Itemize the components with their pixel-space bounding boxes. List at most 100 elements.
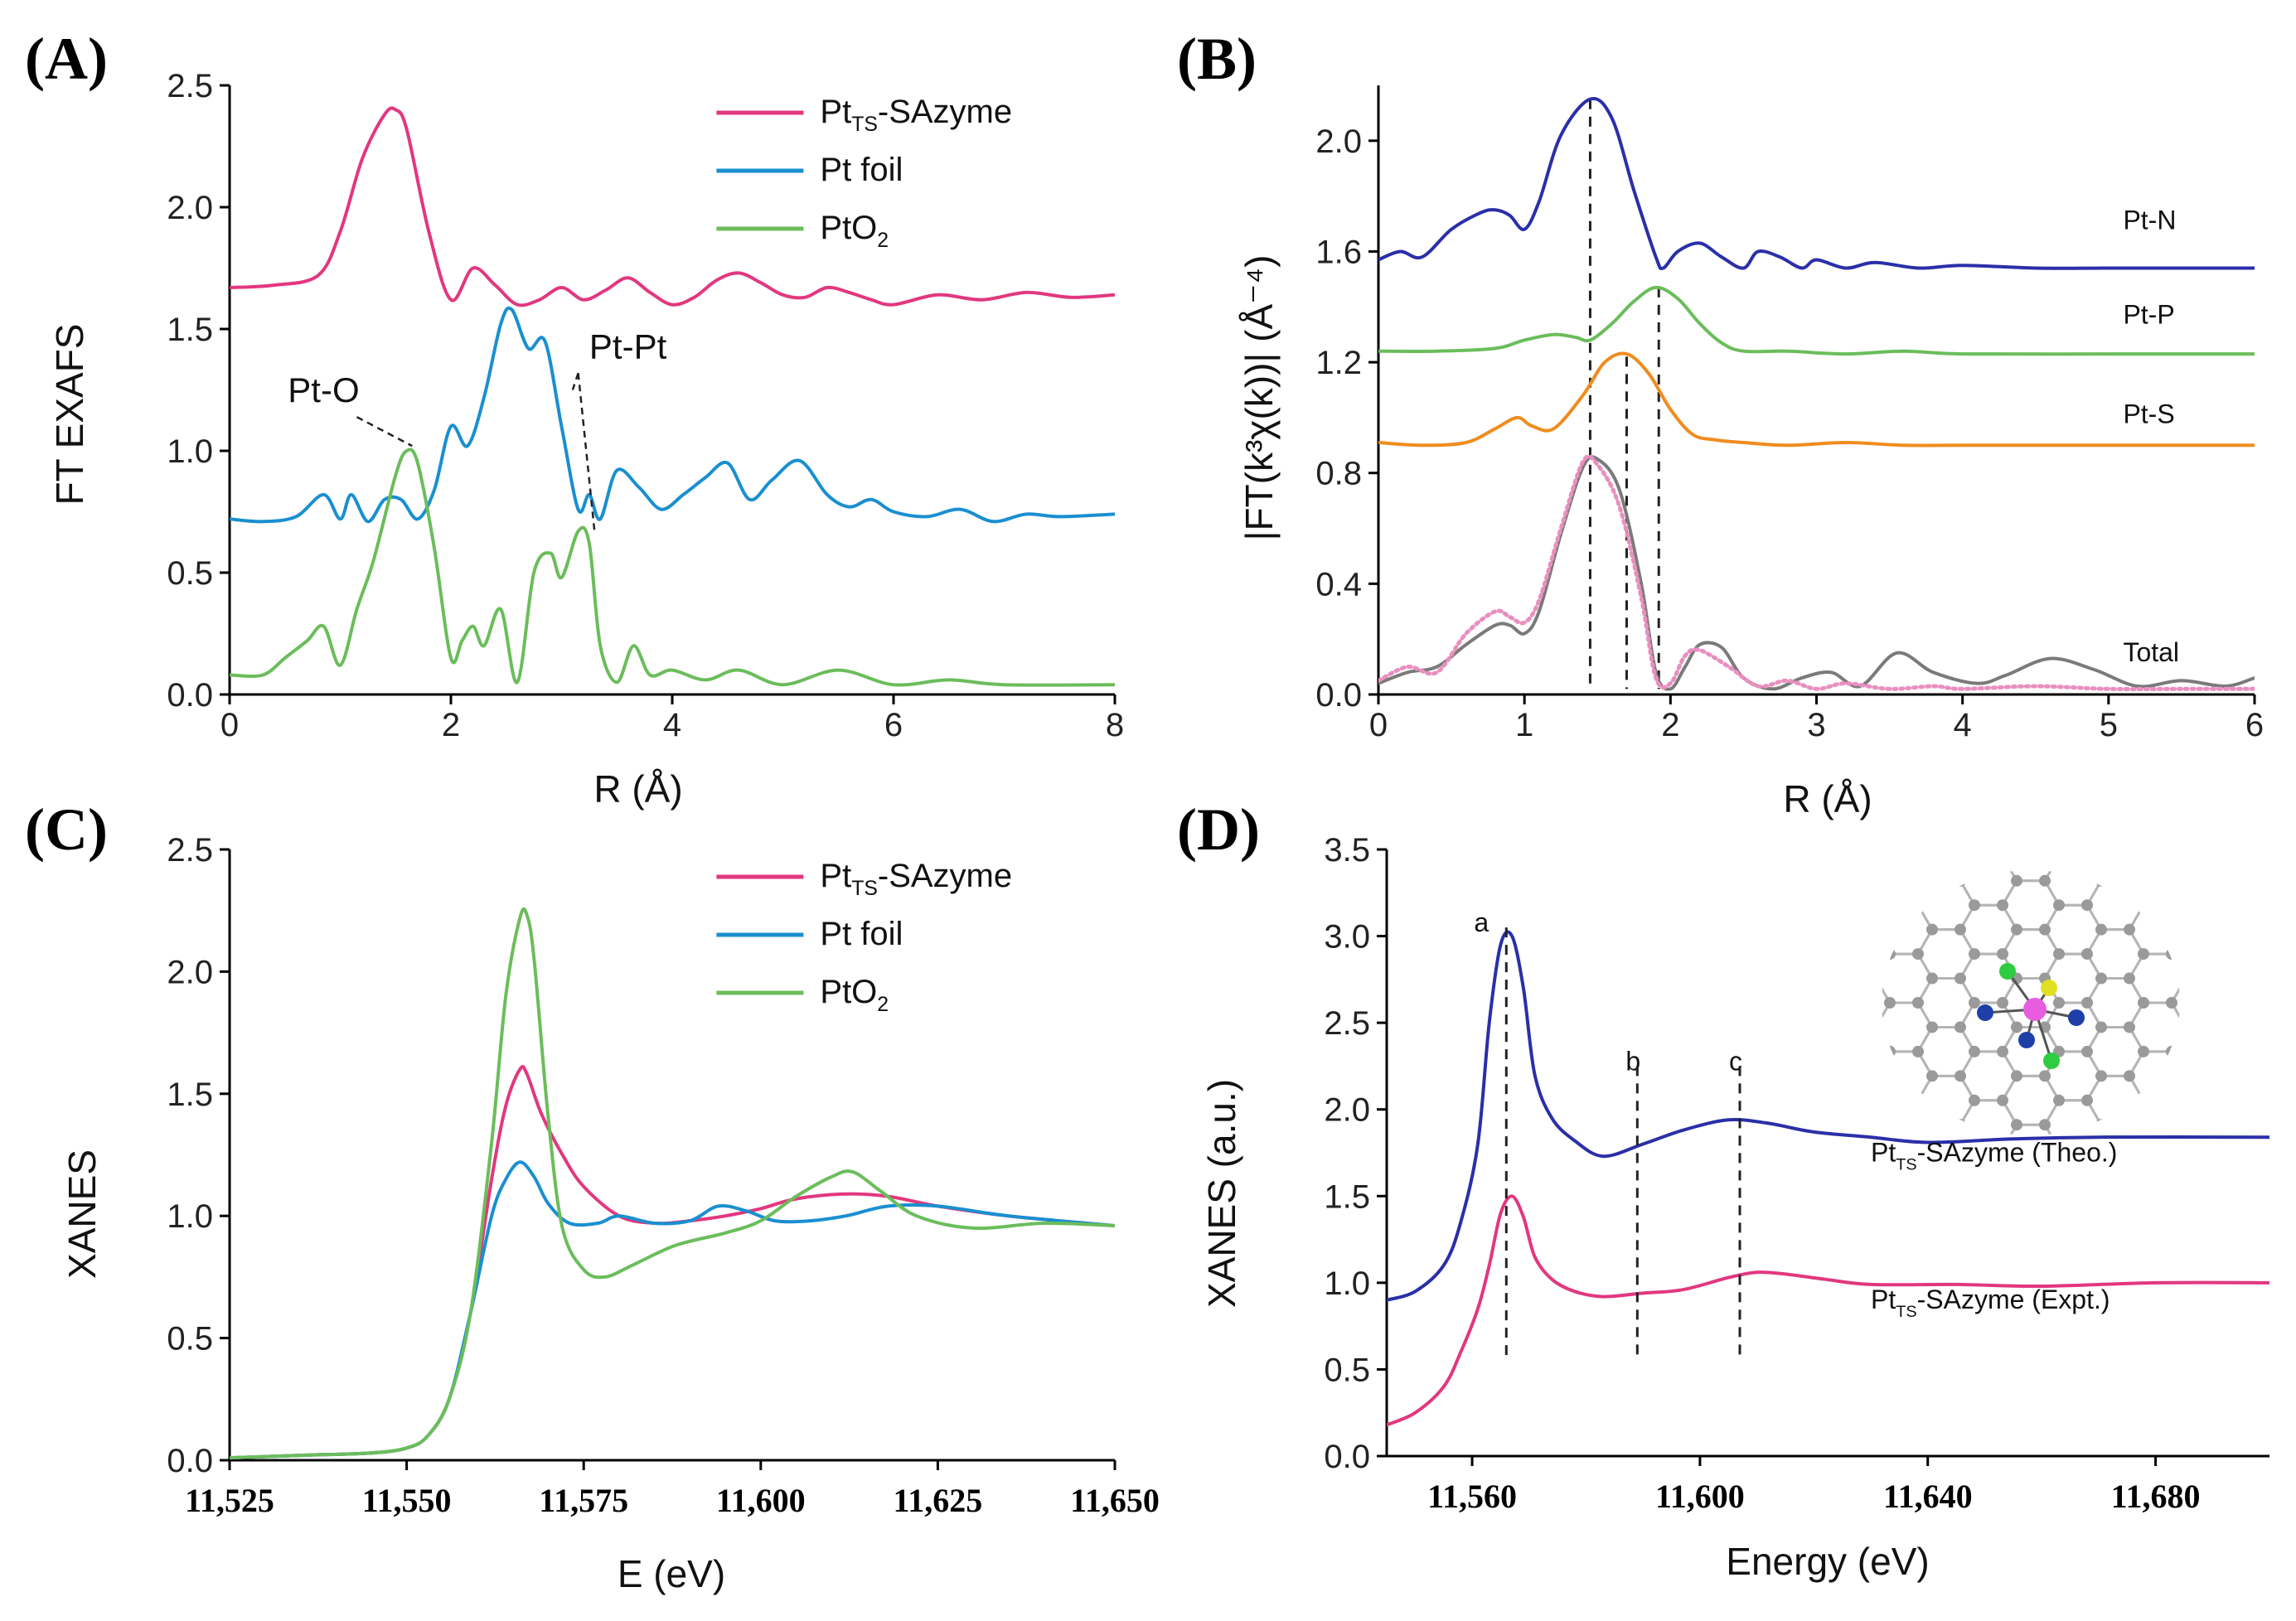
legend-entry-a-subscript: 2 <box>877 230 889 252</box>
x-axis-title-b: R (Å) <box>1783 777 1872 820</box>
carbon-atom <box>2124 1021 2135 1033</box>
panel-label-d: (D) <box>1177 796 1260 863</box>
x-tick-label-c: 11,600 <box>716 1482 806 1519</box>
x-tick-label-d: 11,600 <box>1655 1478 1745 1515</box>
legend-entry-c-subscript: TS <box>851 878 878 900</box>
carbon-atom <box>1997 1094 2008 1106</box>
y-tick-label-c: 0.0 <box>167 1443 213 1479</box>
carbon-atom <box>1969 1094 1980 1106</box>
y-tick-label-c: 1.0 <box>167 1198 213 1235</box>
y-tick-label-d: 2.5 <box>1324 1005 1370 1042</box>
curve-label-d-subscript: TS <box>1896 1303 1916 1321</box>
x-tick-label-c: 11,650 <box>1070 1482 1160 1519</box>
nitrogen-atom <box>2018 1032 2035 1048</box>
label-pt-s: Pt-S <box>2123 399 2174 429</box>
x-tick-label-b: 0 <box>1369 707 1388 743</box>
y-tick-label-d: 0.0 <box>1324 1439 1370 1475</box>
carbon-atom <box>2095 1070 2107 1082</box>
x-axis-title-c: E (eV) <box>618 1552 725 1595</box>
x-tick-label-c: 11,625 <box>894 1482 983 1519</box>
carbon-atom <box>1926 923 1938 936</box>
y-tick-label-c: 0.5 <box>167 1321 213 1357</box>
panel-b: (B) |FT(k³χ(k))| (Å⁻⁴) R (Å) Pt-N Pt-P P… <box>1177 26 2264 820</box>
carbon-atom <box>1997 899 2008 912</box>
carbon-atom <box>2011 1070 2022 1082</box>
curve-label-expt: PtTS-SAzyme (Expt.) <box>1871 1285 2110 1321</box>
curve-label-theo: PtTS-SAzyme (Theo.) <box>1871 1137 2117 1173</box>
y-tick-label-b: 0.0 <box>1315 677 1362 714</box>
annotation-pointer <box>571 372 579 390</box>
x-tick-label-c: 11,525 <box>185 1482 274 1519</box>
y-axis-title-c: XANES <box>61 1149 104 1279</box>
y-tick-label-d: 1.0 <box>1324 1265 1370 1302</box>
carbon-atom <box>2138 997 2149 1009</box>
carbon-atom <box>1955 972 1966 985</box>
y-axis-title-d: XANES (a.u.) <box>1200 1079 1243 1308</box>
y-tick-label-c: 2.0 <box>167 954 213 990</box>
carbon-atom <box>2081 1094 2093 1106</box>
y-tick-label-a: 0.5 <box>167 555 213 592</box>
legend-entry-a: Pt foil <box>820 152 903 188</box>
carbon-atom <box>2053 948 2065 961</box>
panel-c: (C) XANES E (eV) 11,525 11,550 11,575 11,60… <box>25 796 1160 1595</box>
x-tick-label-a: 2 <box>442 707 460 743</box>
y-tick-label-a: 2.5 <box>167 68 213 104</box>
x-axis-title-a: R (Å) <box>593 767 682 810</box>
series-line-d-ptts-sazyme-expt- <box>1387 1194 2269 1427</box>
legend-entry-a: PtO2 <box>820 210 889 252</box>
x-tick-label-d: 11,680 <box>2111 1478 2201 1515</box>
carbon-atom <box>2166 997 2177 1009</box>
y-tick-label-d: 2.0 <box>1324 1092 1370 1129</box>
carbon-atom <box>2053 1094 2065 1106</box>
legend-entry-a-subscript: TS <box>851 114 878 136</box>
series-line-b-total-fit- <box>1378 455 2255 691</box>
y-tick-label-a: 0.0 <box>167 677 213 714</box>
y-tick-label-b: 0.8 <box>1315 456 1362 492</box>
carbon-atom <box>1955 1021 1966 1033</box>
carbon-atom <box>1912 1045 1924 1057</box>
legend-entry-c-subscript: 2 <box>877 994 889 1016</box>
carbon-atom <box>2039 874 2051 887</box>
carbon-atom <box>2124 923 2135 936</box>
legend-entry-c-main: Pt foil <box>820 916 903 952</box>
nitrogen-atom <box>2068 1009 2085 1026</box>
carbon-atom <box>2138 1045 2149 1057</box>
legend-entry-a-main: Pt foil <box>820 152 903 188</box>
carbon-atom <box>2011 1021 2022 1033</box>
annotation-pointer <box>356 416 413 448</box>
curve-label-d-subscript: TS <box>1896 1155 1916 1173</box>
annotation-pointer <box>577 373 596 535</box>
x-axis-title-d: Energy (eV) <box>1726 1540 1929 1583</box>
label-pt-n: Pt-N <box>2123 206 2176 235</box>
y-axis-title-a: FT EXAFS <box>48 324 91 506</box>
carbon-atom <box>2039 923 2051 936</box>
carbon-atom <box>2124 972 2135 985</box>
legend-entry-c: PtTS-SAzyme <box>820 858 1012 900</box>
x-tick-label-c: 11,575 <box>539 1482 628 1519</box>
legend-entry-c-rest: -SAzyme <box>878 858 1012 894</box>
series-line-a-ptts-sazyme <box>230 106 1115 307</box>
y-tick-label-a: 2.0 <box>167 190 213 226</box>
carbon-atom <box>2011 1119 2022 1131</box>
annotation-pt-o: Pt-O <box>288 370 359 409</box>
x-tick-label-b: 4 <box>1954 707 1972 743</box>
x-tick-label-a: 6 <box>884 707 903 743</box>
carbon-atom <box>2011 923 2022 936</box>
carbon-atom <box>2095 1021 2107 1033</box>
legend-entry-c: PtO2 <box>820 974 889 1016</box>
carbon-atom <box>1912 997 1924 1009</box>
x-tick-label-c: 11,550 <box>362 1482 452 1519</box>
carbon-atom <box>1997 948 2008 961</box>
carbon-atom <box>1912 948 1924 961</box>
y-tick-label-d: 3.5 <box>1324 832 1370 869</box>
series-line-c-pto2 <box>230 907 1115 1460</box>
carbon-atom <box>1969 948 1980 961</box>
legend-entry-a-main: PtO <box>820 210 877 246</box>
y-tick-label-b: 2.0 <box>1315 123 1362 160</box>
curve-label-d-main: Pt <box>1871 1285 1896 1314</box>
carbon-atom <box>1969 899 1980 912</box>
series-line-a-pt-foil <box>230 306 1115 524</box>
label-pt-p: Pt-P <box>2123 299 2174 329</box>
carbon-atom <box>2081 1045 2093 1057</box>
